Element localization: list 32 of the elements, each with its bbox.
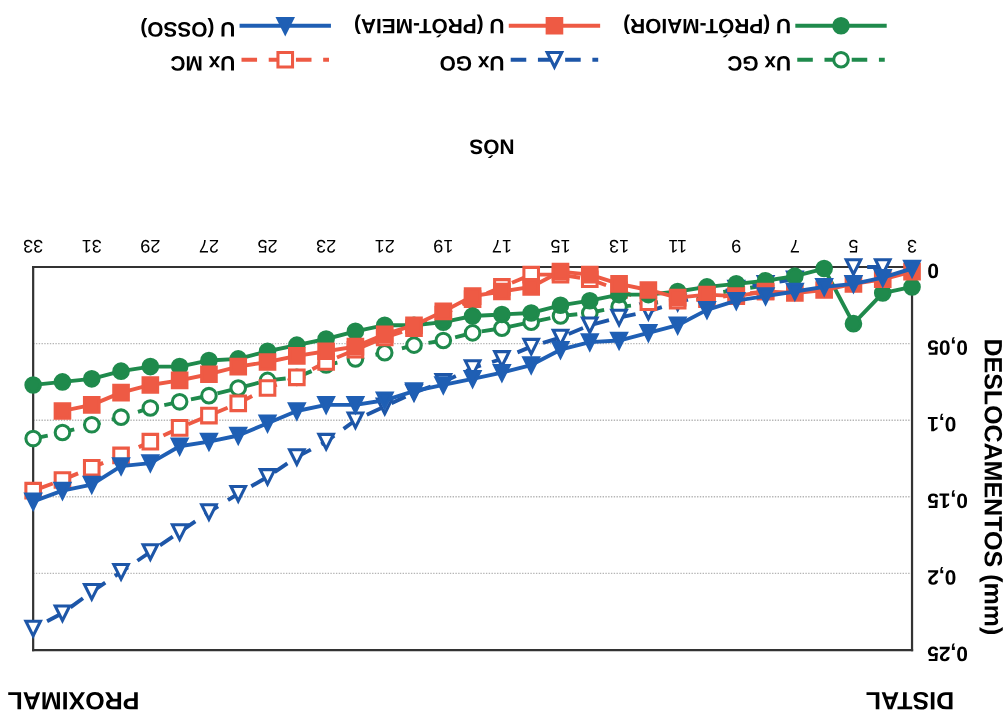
x-tick-label: 17 bbox=[492, 240, 511, 253]
x-tick-label: 21 bbox=[375, 240, 394, 253]
legend-label: U (OSSO) bbox=[141, 17, 234, 38]
x-tick-label: 27 bbox=[199, 240, 219, 253]
x-tick-label: 7 bbox=[790, 240, 799, 253]
y-tick-label: 0,05 bbox=[927, 337, 968, 355]
x-tick-label: 25 bbox=[258, 239, 277, 253]
x-tick-label: 9 bbox=[732, 239, 741, 253]
text: DISTAL bbox=[866, 691, 953, 710]
y-tick-label: 0,2 bbox=[928, 566, 956, 585]
x-tick-label: 23 bbox=[316, 239, 336, 253]
y-tick-label: 0,1 bbox=[927, 413, 956, 432]
y-axis-title: DESLOCAMENTOS (mm) bbox=[979, 340, 1003, 634]
y-tick-label: 0 bbox=[928, 263, 939, 279]
x-tick-label: 29 bbox=[141, 239, 160, 253]
legend-label: U (PRÓT-MEIA) bbox=[355, 14, 504, 38]
x-tick-label: 15 bbox=[551, 239, 570, 253]
x-tick-label: 19 bbox=[434, 239, 452, 253]
x-axis-title: NÓS bbox=[470, 139, 514, 159]
y-tick-label: 0,15 bbox=[927, 490, 968, 509]
x-tick-label: 3 bbox=[907, 239, 917, 253]
legend-label: Ux GO bbox=[440, 56, 504, 71]
x-tick-label: 31 bbox=[82, 239, 102, 253]
x-tick-label: 33 bbox=[23, 239, 43, 253]
legend-label: U (PRÓT-MAIOR) bbox=[624, 14, 790, 38]
x-tick-label: 5 bbox=[849, 239, 858, 253]
y-tick-label: 0,25 bbox=[927, 643, 968, 662]
x-tick-label: 11 bbox=[669, 240, 686, 253]
legend-label: Ux GC bbox=[727, 56, 790, 71]
x-tick-label: 13 bbox=[609, 239, 628, 253]
legend-label: Ux MC bbox=[171, 56, 234, 71]
text: PROXIMAL bbox=[8, 691, 138, 710]
